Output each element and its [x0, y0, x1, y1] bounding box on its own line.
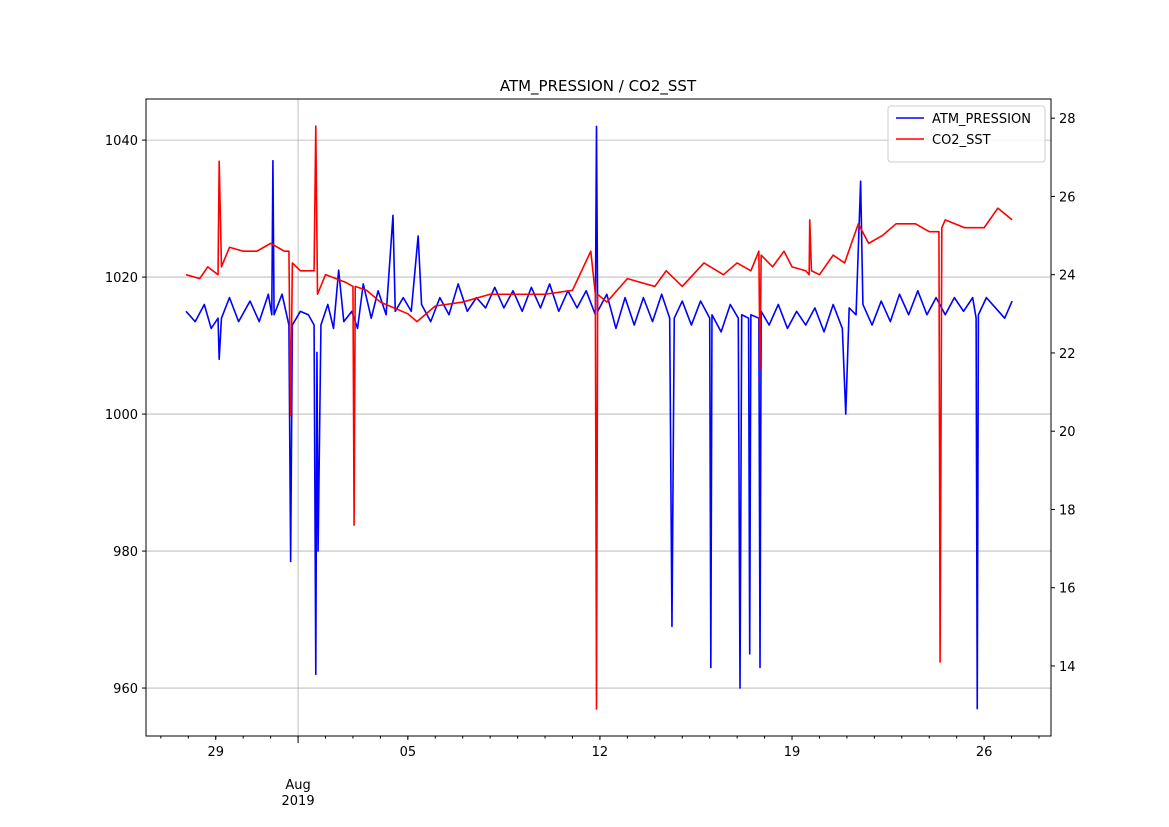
- legend-label: ATM_PRESSION: [932, 112, 1031, 127]
- y2-tick-label: 22: [1059, 347, 1076, 362]
- y-tick-label: 1020: [105, 271, 138, 286]
- y2-tick-label: 18: [1059, 503, 1076, 518]
- x-tick-label: 29: [207, 745, 224, 760]
- y-tick-label: 980: [113, 545, 138, 560]
- y2-tick-label: 24: [1059, 269, 1076, 284]
- legend-label: CO2_SST: [932, 133, 991, 148]
- series-line: [185, 125, 1013, 710]
- x-tick-label: 05: [400, 745, 417, 760]
- x-tick-label: 26: [976, 745, 993, 760]
- y-tick-label: 960: [113, 682, 138, 697]
- y-tick-label: 1040: [105, 134, 138, 149]
- x-major-tick-label: Aug 2019: [282, 778, 315, 809]
- y2-tick-label: 14: [1059, 660, 1076, 675]
- x-tick-label: 19: [784, 745, 801, 760]
- plot-frame: [145, 98, 1052, 737]
- y-tick-label: 1000: [105, 408, 138, 423]
- legend-box: [887, 105, 1046, 163]
- chart-title: ATM_PRESSION / CO2_SST: [500, 77, 697, 96]
- y2-tick-label: 20: [1059, 425, 1076, 440]
- y2-tick-label: 16: [1059, 582, 1076, 597]
- y2-tick-label: 26: [1059, 190, 1076, 205]
- x-tick-label: 12: [592, 745, 609, 760]
- y2-tick-label: 28: [1059, 112, 1076, 127]
